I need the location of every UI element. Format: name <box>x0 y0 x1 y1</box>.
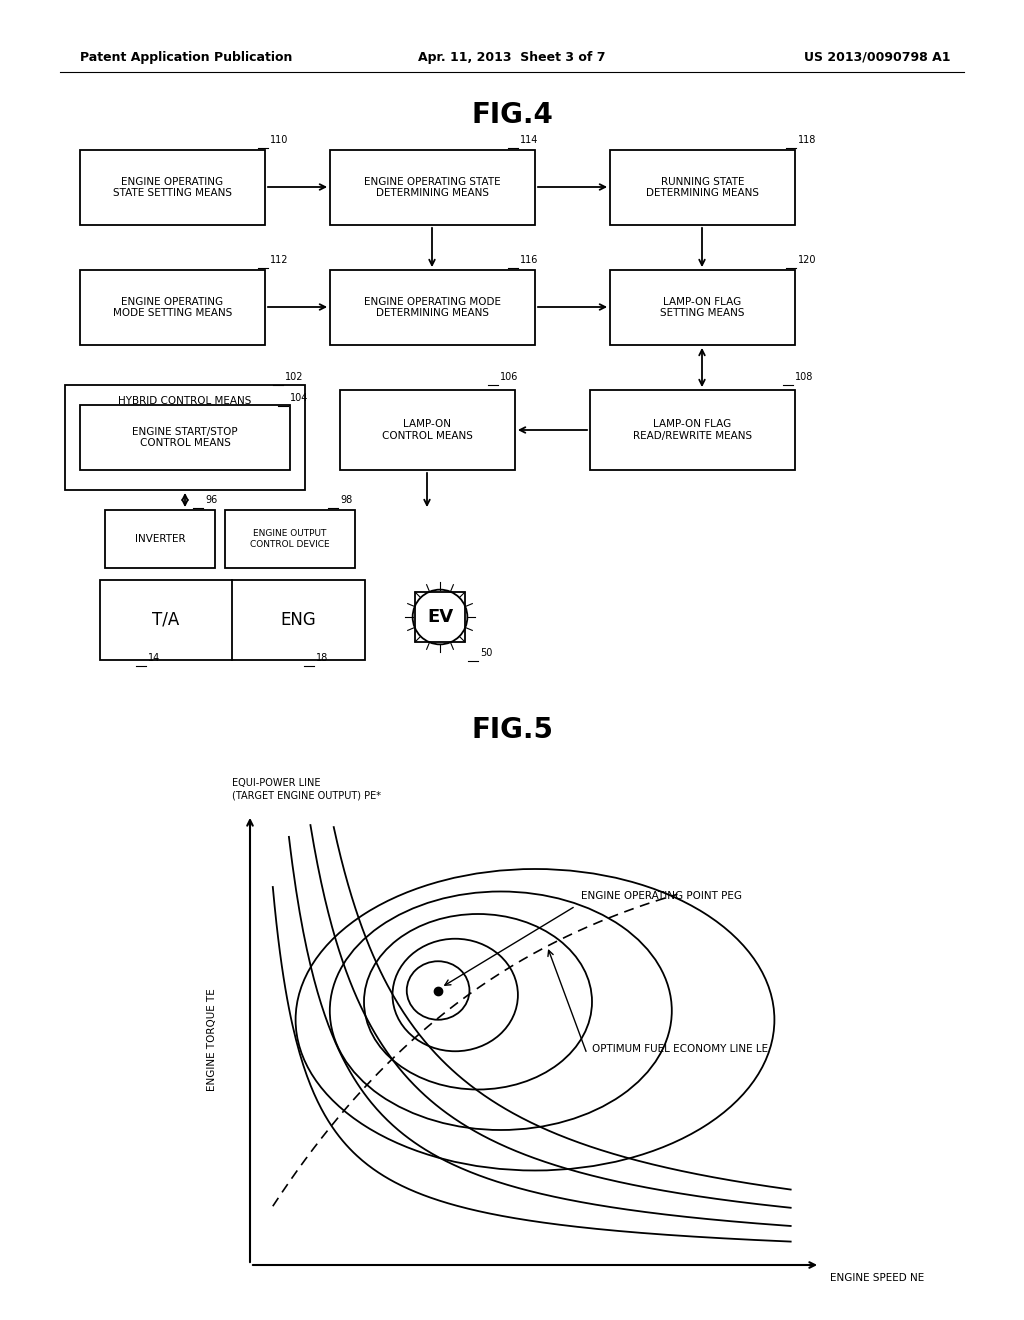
Text: T/A: T/A <box>153 611 179 630</box>
Text: 108: 108 <box>795 372 813 381</box>
Bar <box>330 271 535 345</box>
Text: HYBRID CONTROL MEANS: HYBRID CONTROL MEANS <box>119 396 252 407</box>
Text: 104: 104 <box>290 393 308 403</box>
Text: ENGINE OPERATING
STATE SETTING MEANS: ENGINE OPERATING STATE SETTING MEANS <box>113 177 232 198</box>
Text: 14: 14 <box>148 653 160 663</box>
Text: 18: 18 <box>316 653 329 663</box>
Text: 112: 112 <box>270 255 289 265</box>
Text: ENGINE OPERATING MODE
DETERMINING MEANS: ENGINE OPERATING MODE DETERMINING MEANS <box>364 297 501 318</box>
Text: 102: 102 <box>285 372 303 381</box>
Text: 106: 106 <box>500 372 518 381</box>
Text: EV: EV <box>427 609 453 626</box>
Bar <box>65 385 305 490</box>
Bar <box>80 405 290 470</box>
Text: Apr. 11, 2013  Sheet 3 of 7: Apr. 11, 2013 Sheet 3 of 7 <box>418 50 606 63</box>
Text: 110: 110 <box>270 135 289 145</box>
Text: ENG: ENG <box>281 611 315 630</box>
Text: FIG.5: FIG.5 <box>471 715 553 744</box>
Bar <box>610 271 795 345</box>
Text: LAMP-ON
CONTROL MEANS: LAMP-ON CONTROL MEANS <box>382 420 473 441</box>
Text: RUNNING STATE
DETERMINING MEANS: RUNNING STATE DETERMINING MEANS <box>646 177 759 198</box>
Text: 98: 98 <box>340 495 352 506</box>
Bar <box>100 579 365 660</box>
Text: OPTIMUM FUEL ECONOMY LINE LE: OPTIMUM FUEL ECONOMY LINE LE <box>592 1044 768 1053</box>
Text: ENGINE OPERATING STATE
DETERMINING MEANS: ENGINE OPERATING STATE DETERMINING MEANS <box>365 177 501 198</box>
Text: ENGINE OPERATING
MODE SETTING MEANS: ENGINE OPERATING MODE SETTING MEANS <box>113 297 232 318</box>
Bar <box>590 389 795 470</box>
Text: FIG.4: FIG.4 <box>471 102 553 129</box>
Text: ENGINE OUTPUT
CONTROL DEVICE: ENGINE OUTPUT CONTROL DEVICE <box>250 529 330 549</box>
Text: LAMP-ON FLAG
READ/REWRITE MEANS: LAMP-ON FLAG READ/REWRITE MEANS <box>633 420 752 441</box>
Text: Patent Application Publication: Patent Application Publication <box>80 50 293 63</box>
Text: ENGINE SPEED NE: ENGINE SPEED NE <box>830 1272 925 1283</box>
Bar <box>80 150 265 224</box>
Bar <box>330 150 535 224</box>
Text: LAMP-ON FLAG
SETTING MEANS: LAMP-ON FLAG SETTING MEANS <box>660 297 744 318</box>
Bar <box>340 389 515 470</box>
Text: EQUI-POWER LINE
(TARGET ENGINE OUTPUT) PE*: EQUI-POWER LINE (TARGET ENGINE OUTPUT) P… <box>232 779 381 800</box>
Text: 96: 96 <box>205 495 217 506</box>
Bar <box>105 510 215 568</box>
Bar <box>80 271 265 345</box>
Text: 50: 50 <box>480 648 493 657</box>
Bar <box>225 510 355 568</box>
Text: ENGINE START/STOP
CONTROL MEANS: ENGINE START/STOP CONTROL MEANS <box>132 426 238 449</box>
Text: US 2013/0090798 A1: US 2013/0090798 A1 <box>804 50 950 63</box>
Text: 116: 116 <box>520 255 539 265</box>
Text: 114: 114 <box>520 135 539 145</box>
Text: ENGINE OPERATING POINT PEG: ENGINE OPERATING POINT PEG <box>581 891 741 902</box>
Text: ENGINE TORQUE TE: ENGINE TORQUE TE <box>207 989 217 1092</box>
Bar <box>415 591 465 642</box>
Text: INVERTER: INVERTER <box>135 535 185 544</box>
Text: 120: 120 <box>798 255 816 265</box>
Bar <box>610 150 795 224</box>
Text: 118: 118 <box>798 135 816 145</box>
